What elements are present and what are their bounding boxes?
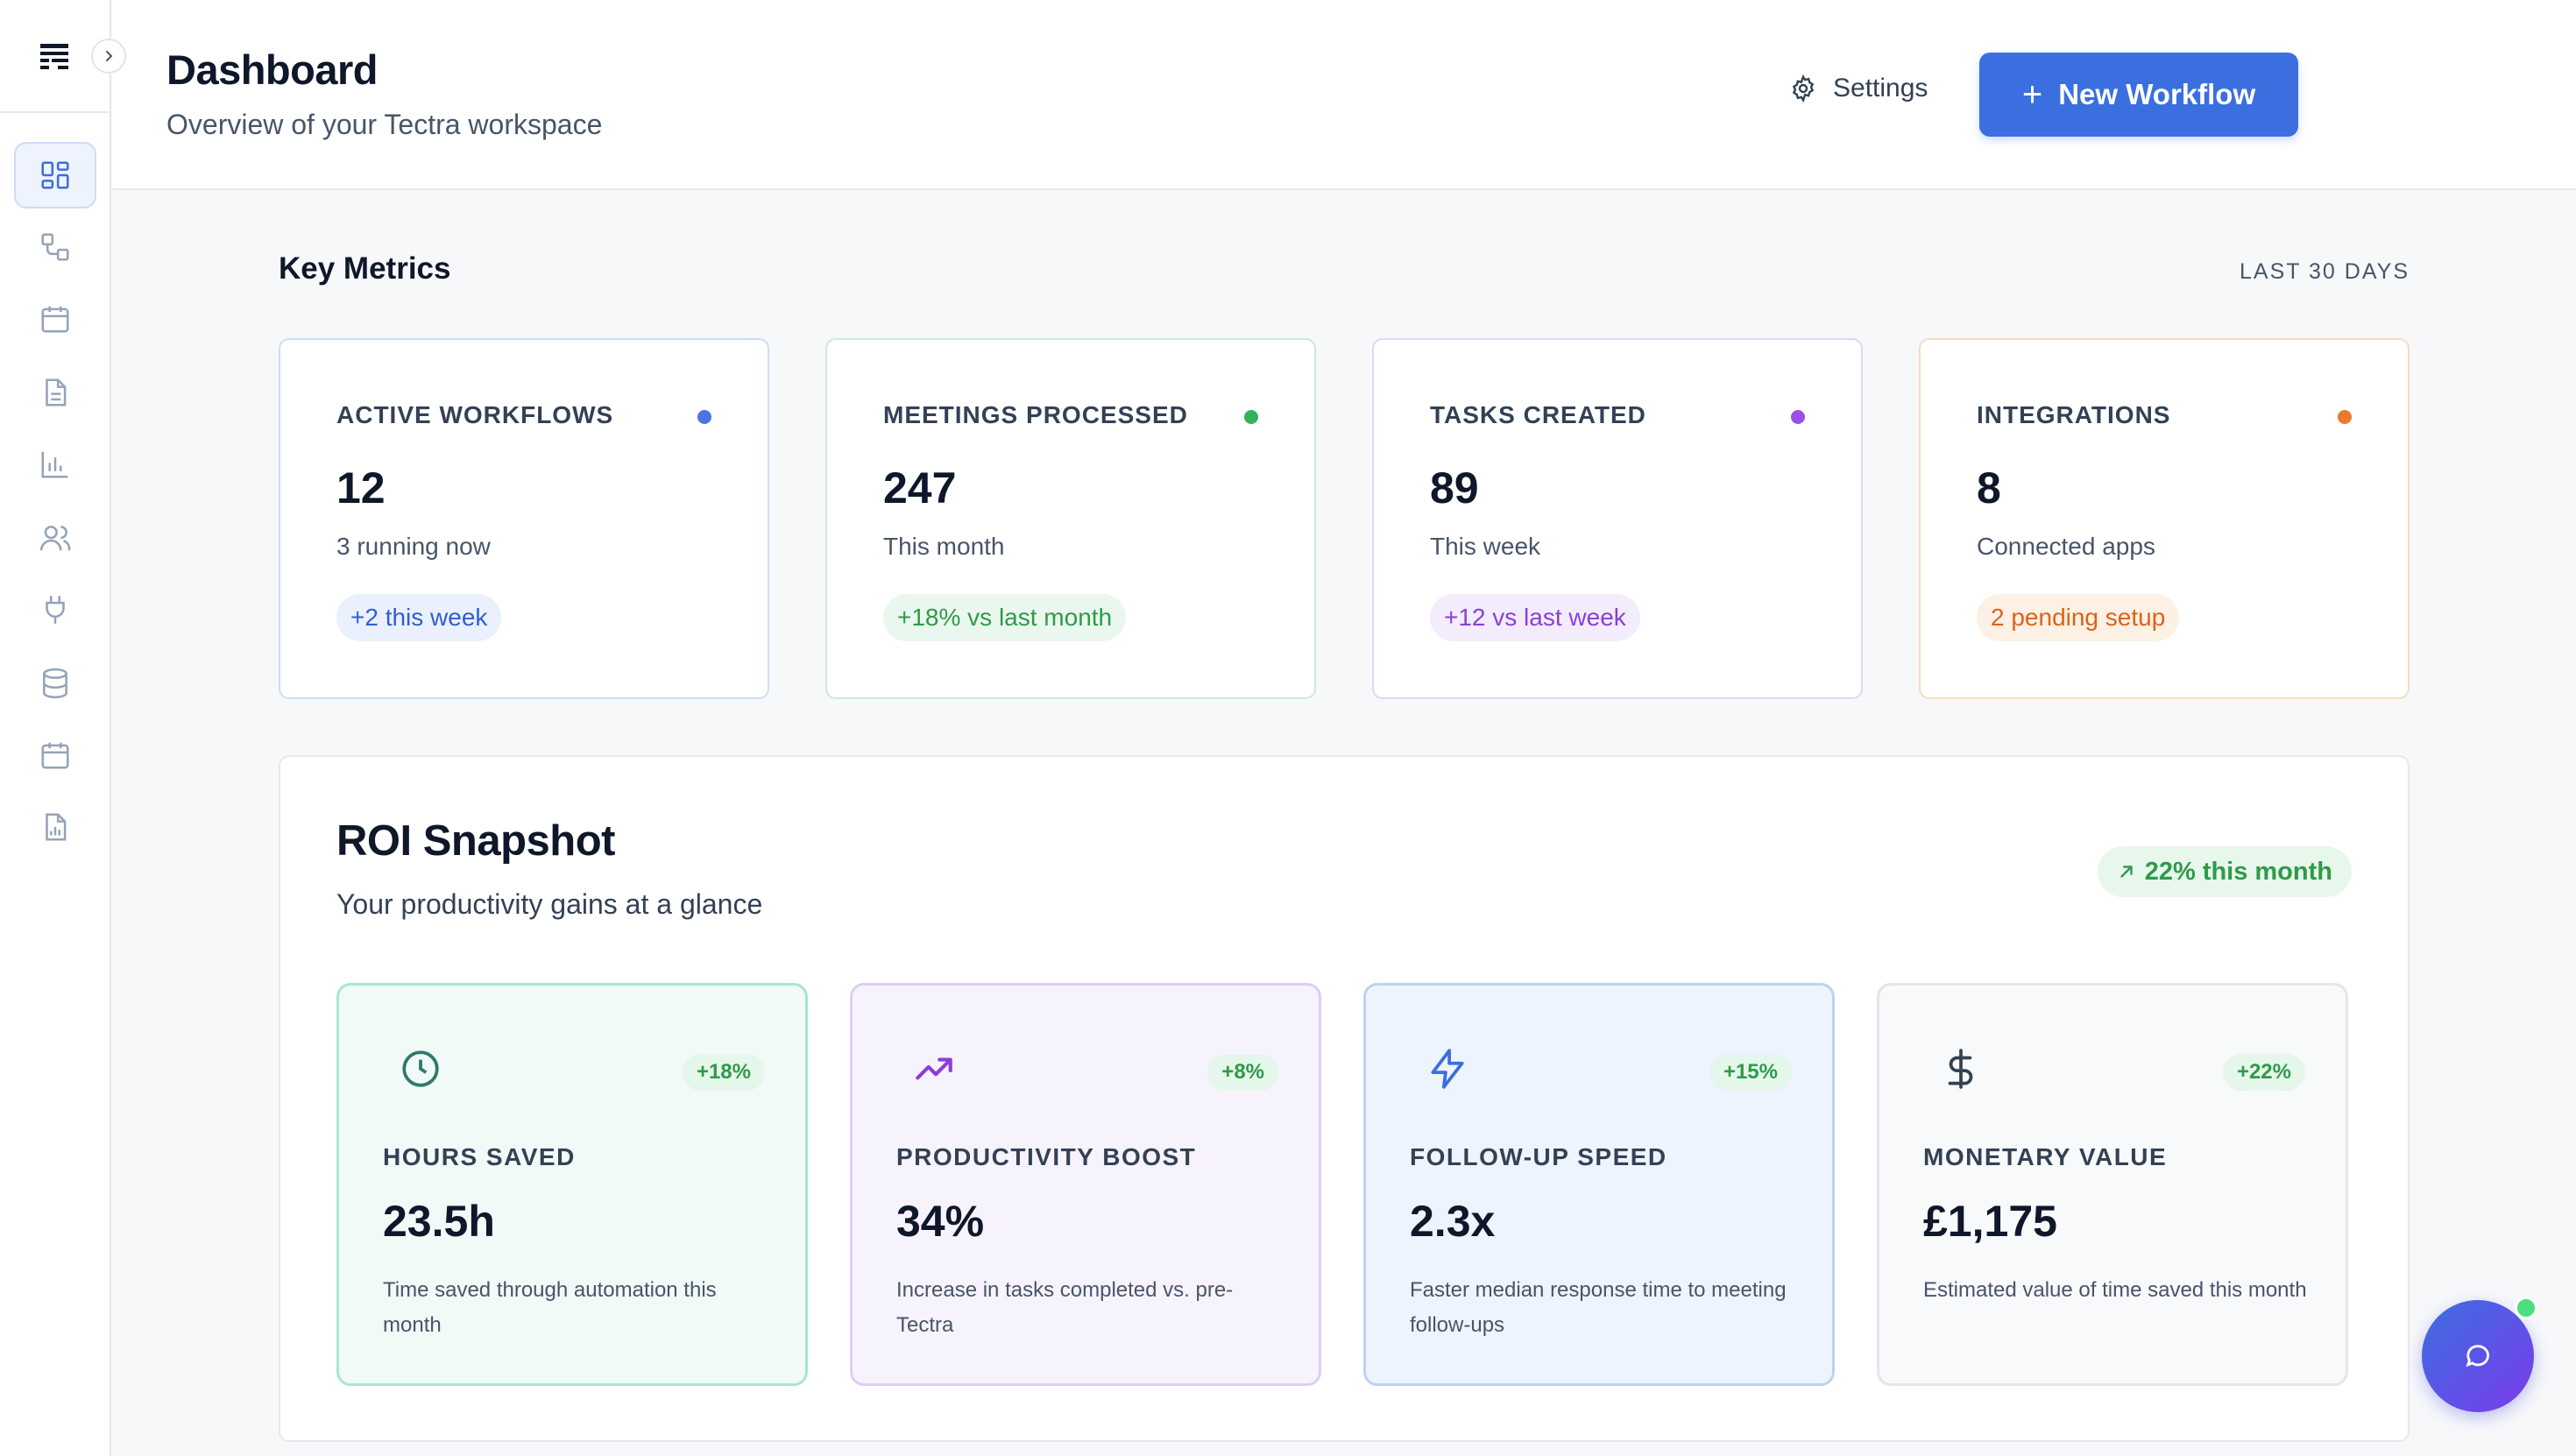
workflow-icon: [41, 233, 69, 261]
metric-badge: 2 pending setup: [1977, 594, 2180, 641]
calendar-icon: [41, 742, 69, 769]
sidebar-item-workflows[interactable]: [14, 214, 96, 280]
status-dot: [1244, 410, 1258, 424]
page-subtitle: Overview of your Tectra workspace: [166, 109, 603, 140]
key-metrics-title: Key Metrics: [279, 251, 451, 286]
roi-card-value: 23.5h: [383, 1197, 495, 1246]
metric-subtext: Connected apps: [1977, 533, 2155, 560]
status-dot: [1791, 410, 1805, 424]
sidebar-item-data[interactable]: [14, 650, 96, 717]
dollar-icon: [1948, 1049, 1973, 1089]
metric-value: 12: [336, 463, 386, 512]
roi-card-value: 34%: [896, 1197, 985, 1246]
users-icon: [39, 526, 71, 551]
plug-icon: [46, 596, 65, 624]
document-icon: [46, 378, 67, 406]
roi-card-monetary-value[interactable]: +22% MONETARY VALUE £1,175 Estimated val…: [1877, 983, 2348, 1386]
metric-card-meetings-processed[interactable]: MEETINGS PROCESSED 247 This month +18% v…: [825, 338, 1316, 699]
sidebar-item-documents[interactable]: [14, 359, 96, 426]
roi-trend-badge: 22% this month: [2097, 846, 2352, 897]
sidebar-item-integrations[interactable]: [14, 576, 96, 643]
metric-label: ACTIVE WORKFLOWS: [336, 401, 614, 428]
roi-subtitle: Your productivity gains at a glance: [336, 888, 763, 920]
sidebar-expand-button[interactable]: [91, 39, 126, 74]
roi-card-hours-saved[interactable]: +18% HOURS SAVED 23.5h Time saved throug…: [336, 983, 808, 1386]
arrow-up-right-icon: [2120, 866, 2133, 878]
metric-badge: +18% vs last month: [883, 594, 1127, 641]
metric-label: MEETINGS PROCESSED: [883, 401, 1188, 428]
lightning-icon: [1431, 1049, 1464, 1089]
roi-snapshot-panel: ROI Snapshot Your productivity gains at …: [279, 755, 2410, 1442]
sidebar-item-team[interactable]: [14, 505, 96, 571]
new-workflow-label: New Workflow: [2058, 78, 2256, 110]
sidebar-item-analytics[interactable]: [14, 431, 96, 498]
roi-badge-label: 22% this month: [2144, 857, 2332, 886]
roi-card-description: Faster median response time to meeting f…: [1410, 1278, 1787, 1337]
metric-subtext: This week: [1430, 533, 1541, 560]
metric-label: TASKS CREATED: [1430, 401, 1646, 428]
metric-value: 247: [883, 463, 957, 512]
sidebar-item-dashboard[interactable]: [14, 142, 96, 209]
roi-card-description: Increase in tasks completed vs. pre-Tect…: [896, 1278, 1234, 1337]
plus-icon: +: [2021, 75, 2043, 114]
metric-card-tasks-created[interactable]: TASKS CREATED 89 This week +12 vs last w…: [1372, 338, 1863, 699]
roi-card-description: Time saved through automation this month: [383, 1278, 717, 1337]
database-icon: [43, 668, 67, 699]
status-dot: [2338, 410, 2352, 424]
sidebar-item-reports[interactable]: [14, 794, 96, 860]
online-status-dot: [2515, 1297, 2537, 1319]
metric-subtext: This month: [883, 533, 1005, 560]
roi-card-label: MONETARY VALUE: [1923, 1143, 2168, 1170]
clock-icon: [402, 1050, 439, 1087]
chevron-right-icon: [106, 51, 113, 61]
chat-launcher[interactable]: [2422, 1297, 2576, 1412]
metric-badge: +12 vs last week: [1430, 594, 1640, 641]
chat-bubble-icon: [2466, 1345, 2489, 1368]
roi-card-value: £1,175: [1923, 1197, 2057, 1246]
roi-card-label: HOURS SAVED: [383, 1143, 576, 1170]
report-icon: [46, 813, 67, 841]
page-title: Dashboard: [166, 46, 379, 93]
chat-button[interactable]: [2422, 1300, 2534, 1412]
new-workflow-button[interactable]: + New Workflow: [1979, 53, 2298, 137]
sidebar: [0, 0, 126, 1456]
sidebar-item-schedule[interactable]: [14, 722, 96, 788]
metric-label: INTEGRATIONS: [1977, 401, 2171, 428]
roi-card-label: FOLLOW-UP SPEED: [1410, 1143, 1667, 1170]
logo-icon[interactable]: [39, 42, 70, 70]
roi-change-badge: +8%: [1207, 1054, 1278, 1091]
dashboard-icon: [41, 161, 69, 189]
roi-card-productivity-boost[interactable]: +8% PRODUCTIVITY BOOST 34% Increase in t…: [850, 983, 1321, 1386]
metric-card-integrations[interactable]: INTEGRATIONS 8 Connected apps 2 pending …: [1919, 338, 2410, 699]
status-dot: [697, 410, 711, 424]
metric-value: 89: [1430, 463, 1479, 512]
metric-badge: +2 this week: [336, 594, 502, 641]
trending-up-icon: [916, 1057, 952, 1080]
metric-subtext: 3 running now: [336, 533, 491, 560]
metric-value: 8: [1977, 463, 2001, 512]
gear-icon: [1792, 74, 1815, 102]
settings-label: Settings: [1833, 74, 1928, 102]
sidebar-item-meetings[interactable]: [14, 286, 96, 352]
bar-chart-icon: [41, 451, 68, 478]
roi-title: ROI Snapshot: [336, 817, 615, 865]
sidebar-header: [0, 0, 110, 113]
date-range-label: LAST 30 DAYS: [2240, 259, 2410, 284]
settings-button[interactable]: Settings: [1789, 74, 1928, 103]
roi-change-badge: +15%: [1709, 1054, 1792, 1091]
roi-card-follow-up-speed[interactable]: +15% FOLLOW-UP SPEED 2.3x Faster median …: [1363, 983, 1835, 1386]
roi-change-badge: +22%: [2222, 1054, 2305, 1091]
roi-change-badge: +18%: [682, 1054, 765, 1091]
metric-card-active-workflows[interactable]: ACTIVE WORKFLOWS 12 3 running now +2 thi…: [279, 338, 769, 699]
roi-card-description: Estimated value of time saved this month: [1923, 1278, 2307, 1302]
roi-card-value: 2.3x: [1410, 1197, 1496, 1246]
calendar-icon: [41, 306, 69, 333]
roi-card-label: PRODUCTIVITY BOOST: [896, 1143, 1197, 1170]
